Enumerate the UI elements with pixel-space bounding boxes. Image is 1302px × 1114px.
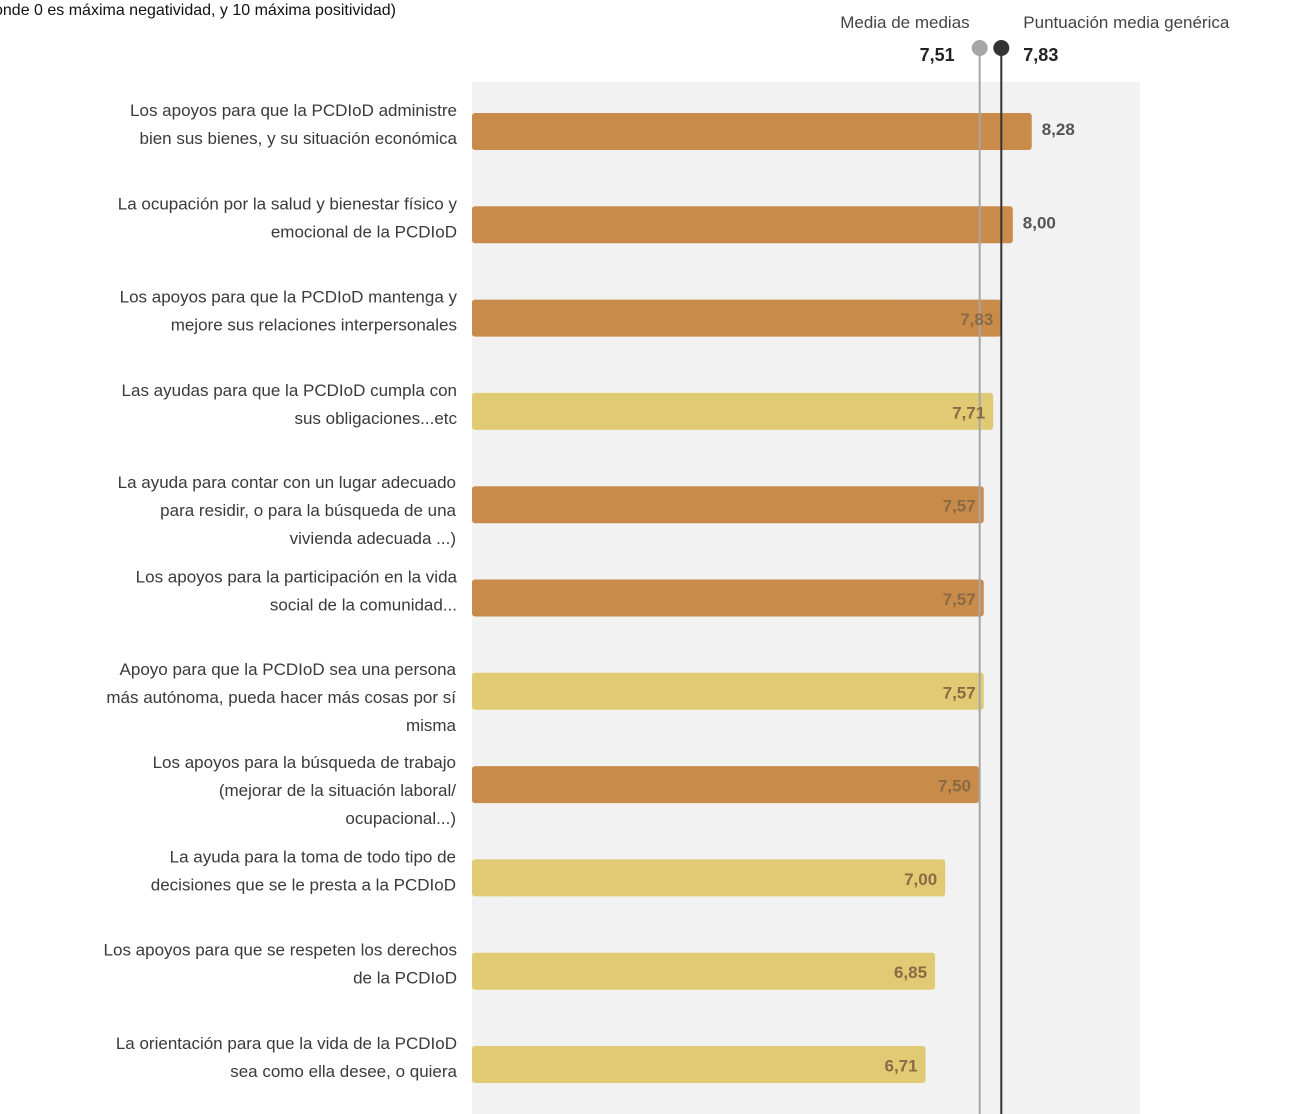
data-label: 7,57 xyxy=(943,683,976,702)
reference-marker xyxy=(971,40,988,56)
data-label: 6,71 xyxy=(885,1057,918,1076)
data-label: 6,85 xyxy=(894,963,927,982)
reference-line-value: 7,83 xyxy=(1023,45,1058,65)
reference-line-name: Media de medias xyxy=(840,13,969,32)
reference-line-name: Puntuación media genérica xyxy=(1023,13,1230,32)
data-label: 7,57 xyxy=(943,497,976,516)
data-label: 7,71 xyxy=(952,403,985,422)
bar xyxy=(472,486,984,524)
bar xyxy=(472,672,984,710)
category-label: La orientación para que la vida de la PC… xyxy=(116,1034,458,1081)
category-label: La ayuda para la toma de todo tipo de dec… xyxy=(151,847,456,894)
category-label: La ayuda para contar con un lugar adecua… xyxy=(118,473,457,548)
data-label: 7,83 xyxy=(960,310,993,329)
bar xyxy=(472,579,984,617)
bar xyxy=(472,952,936,990)
bar xyxy=(472,206,1013,244)
category-label: Las ayudas para que la PCDIoD cumpla con… xyxy=(122,381,458,428)
category-label: Los apoyos para la búsqueda de trabajo (m… xyxy=(153,753,457,828)
data-label: 7,57 xyxy=(943,590,976,609)
bar xyxy=(472,113,1032,150)
bar xyxy=(472,1046,926,1083)
reference-marker xyxy=(993,40,1010,56)
category-label: Los apoyos para que la PCDIoD administre… xyxy=(130,101,457,148)
chart-subtitle: onde 0 es máxima negatividad, y 10 máxim… xyxy=(0,2,396,19)
bar xyxy=(472,859,946,897)
data-label: 7,50 xyxy=(938,777,971,796)
data-label: 8,00 xyxy=(1023,213,1056,232)
category-label: Apoyo para que la PCDIoD sea una persona… xyxy=(106,660,456,735)
bar xyxy=(472,299,1002,337)
reference-line-value: 7,51 xyxy=(920,45,955,65)
data-label: 8,28 xyxy=(1042,120,1075,139)
data-label: 7,00 xyxy=(904,870,937,889)
category-label: Los apoyos para la participación en la v… xyxy=(136,568,458,615)
category-label: La ocupación por la salud y bienestar fí… xyxy=(118,194,458,241)
category-label: Los apoyos para que se respeten los dere… xyxy=(104,941,457,988)
bar xyxy=(472,392,994,430)
category-label: Los apoyos para que la PCDIoD mantenga y… xyxy=(120,288,458,335)
bar xyxy=(472,766,979,804)
